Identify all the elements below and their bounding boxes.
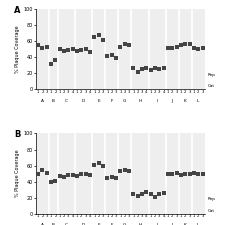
Y-axis label: % Plaque Coverage: % Plaque Coverage [15,25,20,73]
Text: Cat: Cat [207,209,214,213]
Text: B: B [14,130,20,139]
Text: Rep: Rep [207,73,215,77]
Text: Cat: Cat [207,84,214,88]
Text: A: A [14,6,20,15]
Text: Rep: Rep [207,197,215,201]
Y-axis label: % Plaque Coverage: % Plaque Coverage [15,150,20,197]
